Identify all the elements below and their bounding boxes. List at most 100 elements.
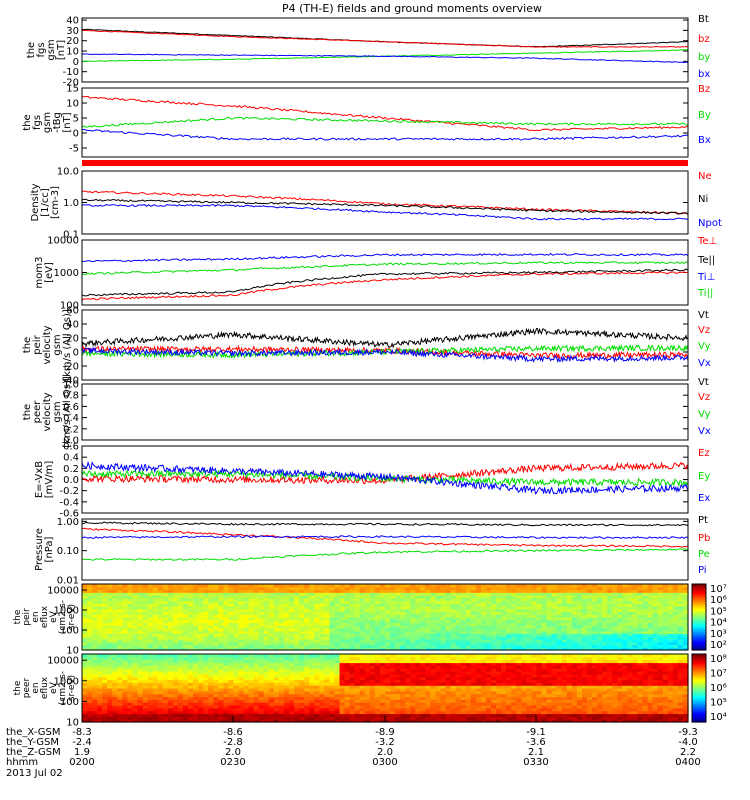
- heat-cell: [278, 679, 285, 683]
- heat-cell: [107, 705, 113, 709]
- heat-cell: [157, 654, 164, 658]
- heat-cell: [97, 592, 103, 596]
- heat-cell: [425, 668, 432, 672]
- y-tick-label: 0.0: [63, 436, 79, 447]
- heat-cell: [319, 668, 325, 672]
- heat-cell: [243, 617, 250, 621]
- heat-cell: [172, 685, 179, 689]
- heat-cell: [667, 611, 674, 615]
- heat-cell: [92, 682, 98, 686]
- heat-cell: [208, 639, 214, 643]
- heat-cell: [465, 644, 472, 648]
- heat-cell: [112, 676, 118, 681]
- heat-cell: [400, 690, 406, 695]
- heat-cell: [82, 619, 88, 624]
- heat-cell: [167, 699, 174, 703]
- heat-cell: [314, 595, 320, 599]
- heat-cell: [157, 662, 164, 666]
- heat-cell: [622, 614, 628, 618]
- heat-cell: [198, 584, 204, 588]
- heat-cell: [188, 608, 194, 613]
- heat-cell: [551, 597, 558, 602]
- heat-cell: [430, 617, 437, 621]
- heat-cell: [460, 647, 467, 651]
- heat-cell: [223, 707, 230, 712]
- heat-cell: [556, 603, 563, 607]
- heat-cell: [208, 641, 214, 646]
- heat-cell: [82, 617, 88, 621]
- heat-cell: [233, 662, 240, 666]
- heat-cell: [299, 644, 305, 648]
- heat-cell: [440, 713, 447, 717]
- heat-cell: [117, 682, 123, 686]
- heat-cell: [299, 654, 305, 658]
- heat-cell: [82, 659, 88, 664]
- heat-cell: [319, 688, 325, 692]
- heat-cell: [289, 676, 295, 681]
- heat-cell: [334, 622, 341, 626]
- heat-cell: [162, 644, 169, 648]
- heat-cell: [137, 665, 144, 669]
- heat-cell: [486, 603, 492, 607]
- heat-cell: [203, 619, 209, 624]
- heat-cell: [460, 719, 467, 723]
- heat-cell: [455, 699, 462, 703]
- heat-cell: [642, 611, 649, 615]
- heat-cell: [107, 665, 113, 669]
- heat-cell: [147, 595, 154, 599]
- heat-cell: [228, 716, 235, 720]
- heat-cell: [410, 619, 416, 624]
- heat-cell: [228, 647, 235, 651]
- heat-cell: [440, 592, 447, 596]
- heat-cell: [400, 662, 406, 666]
- heat-cell: [97, 699, 103, 703]
- heat-cell: [430, 707, 437, 712]
- heat-cell: [374, 606, 381, 610]
- heat-cell: [667, 589, 674, 593]
- heat-cell: [102, 673, 108, 678]
- heat-cell: [460, 713, 467, 717]
- heat-cell: [82, 713, 88, 717]
- heat-cell: [359, 611, 366, 615]
- heat-cell: [183, 606, 189, 610]
- heat-cell: [581, 636, 588, 640]
- y-tick-label: 10: [66, 99, 79, 110]
- heat-cell: [385, 659, 391, 664]
- heat-cell: [289, 639, 295, 643]
- heat-cell: [506, 628, 512, 632]
- heat-cell: [304, 693, 310, 698]
- heat-cell: [556, 608, 563, 613]
- heat-cell: [672, 622, 679, 626]
- heat-cell: [430, 713, 437, 717]
- heat-cell: [682, 584, 689, 588]
- heat-cell: [258, 685, 265, 689]
- heat-cell: [374, 589, 381, 593]
- heat-cell: [304, 614, 310, 618]
- heat-cell: [597, 614, 603, 618]
- heat-cell: [450, 589, 457, 593]
- heat-cell: [455, 668, 462, 672]
- heat-cell: [273, 603, 280, 607]
- heat-cell: [511, 636, 517, 640]
- heat-cell: [415, 707, 421, 712]
- heat-cell: [258, 589, 265, 593]
- heat-cell: [506, 597, 512, 602]
- heat-cell: [218, 662, 224, 666]
- heat-cell: [354, 647, 361, 651]
- heat-cell: [395, 688, 401, 692]
- heat-cell: [162, 611, 169, 615]
- heat-cell: [566, 595, 573, 599]
- heat-cell: [263, 662, 270, 666]
- heat-cell: [566, 639, 573, 643]
- heat-cell: [294, 608, 300, 613]
- heat-cell: [309, 719, 315, 723]
- heat-cell: [203, 654, 209, 658]
- heat-cell: [324, 682, 331, 686]
- heat-cell: [415, 671, 421, 675]
- heat-cell: [177, 619, 184, 624]
- heat-cell: [405, 622, 411, 626]
- heat-cell: [369, 622, 376, 626]
- heat-cell: [652, 603, 659, 607]
- heat-cell: [208, 710, 214, 715]
